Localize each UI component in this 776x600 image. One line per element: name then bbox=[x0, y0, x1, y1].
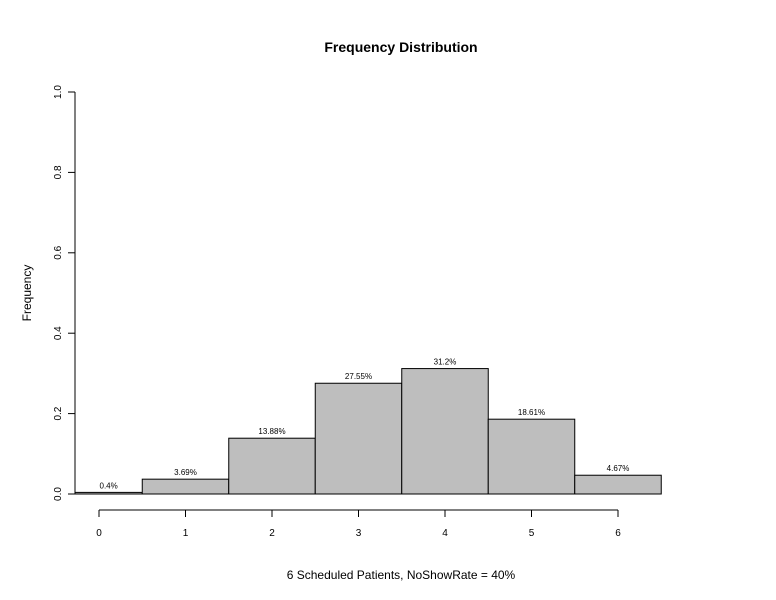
x-tick-label: 6 bbox=[615, 528, 621, 539]
chart-title: Frequency Distribution bbox=[324, 39, 477, 55]
data-label: 18.61% bbox=[518, 408, 545, 417]
y-tick-label: 1.0 bbox=[53, 85, 64, 99]
x-axis-label: 6 Scheduled Patients, NoShowRate = 40% bbox=[287, 568, 516, 582]
y-tick-label: 0.0 bbox=[53, 487, 64, 501]
data-label: 13.88% bbox=[258, 427, 285, 436]
y-tick-label: 0.8 bbox=[53, 165, 64, 179]
x-tick-label: 4 bbox=[442, 528, 448, 539]
data-label: 4.67% bbox=[607, 464, 630, 473]
bar bbox=[228, 437, 316, 495]
x-tick-label: 1 bbox=[183, 528, 189, 539]
bar bbox=[574, 474, 662, 495]
bar bbox=[314, 382, 403, 495]
data-label: 27.55% bbox=[345, 372, 372, 381]
y-tick-label: 0.4 bbox=[53, 326, 64, 340]
data-label: 0.4% bbox=[100, 481, 118, 490]
x-tick-label: 2 bbox=[269, 528, 275, 539]
bar bbox=[401, 368, 489, 495]
x-tick-label: 0 bbox=[96, 528, 102, 539]
bar bbox=[141, 478, 230, 495]
data-label: 31.2% bbox=[434, 358, 457, 367]
y-axis-label: Frequency bbox=[20, 265, 34, 322]
bar bbox=[487, 418, 576, 495]
x-tick-label: 5 bbox=[529, 528, 535, 539]
y-tick-label: 0.2 bbox=[53, 406, 64, 420]
data-label: 3.69% bbox=[174, 468, 197, 477]
x-tick-label: 3 bbox=[356, 528, 362, 539]
y-tick-label: 0.6 bbox=[53, 245, 64, 259]
